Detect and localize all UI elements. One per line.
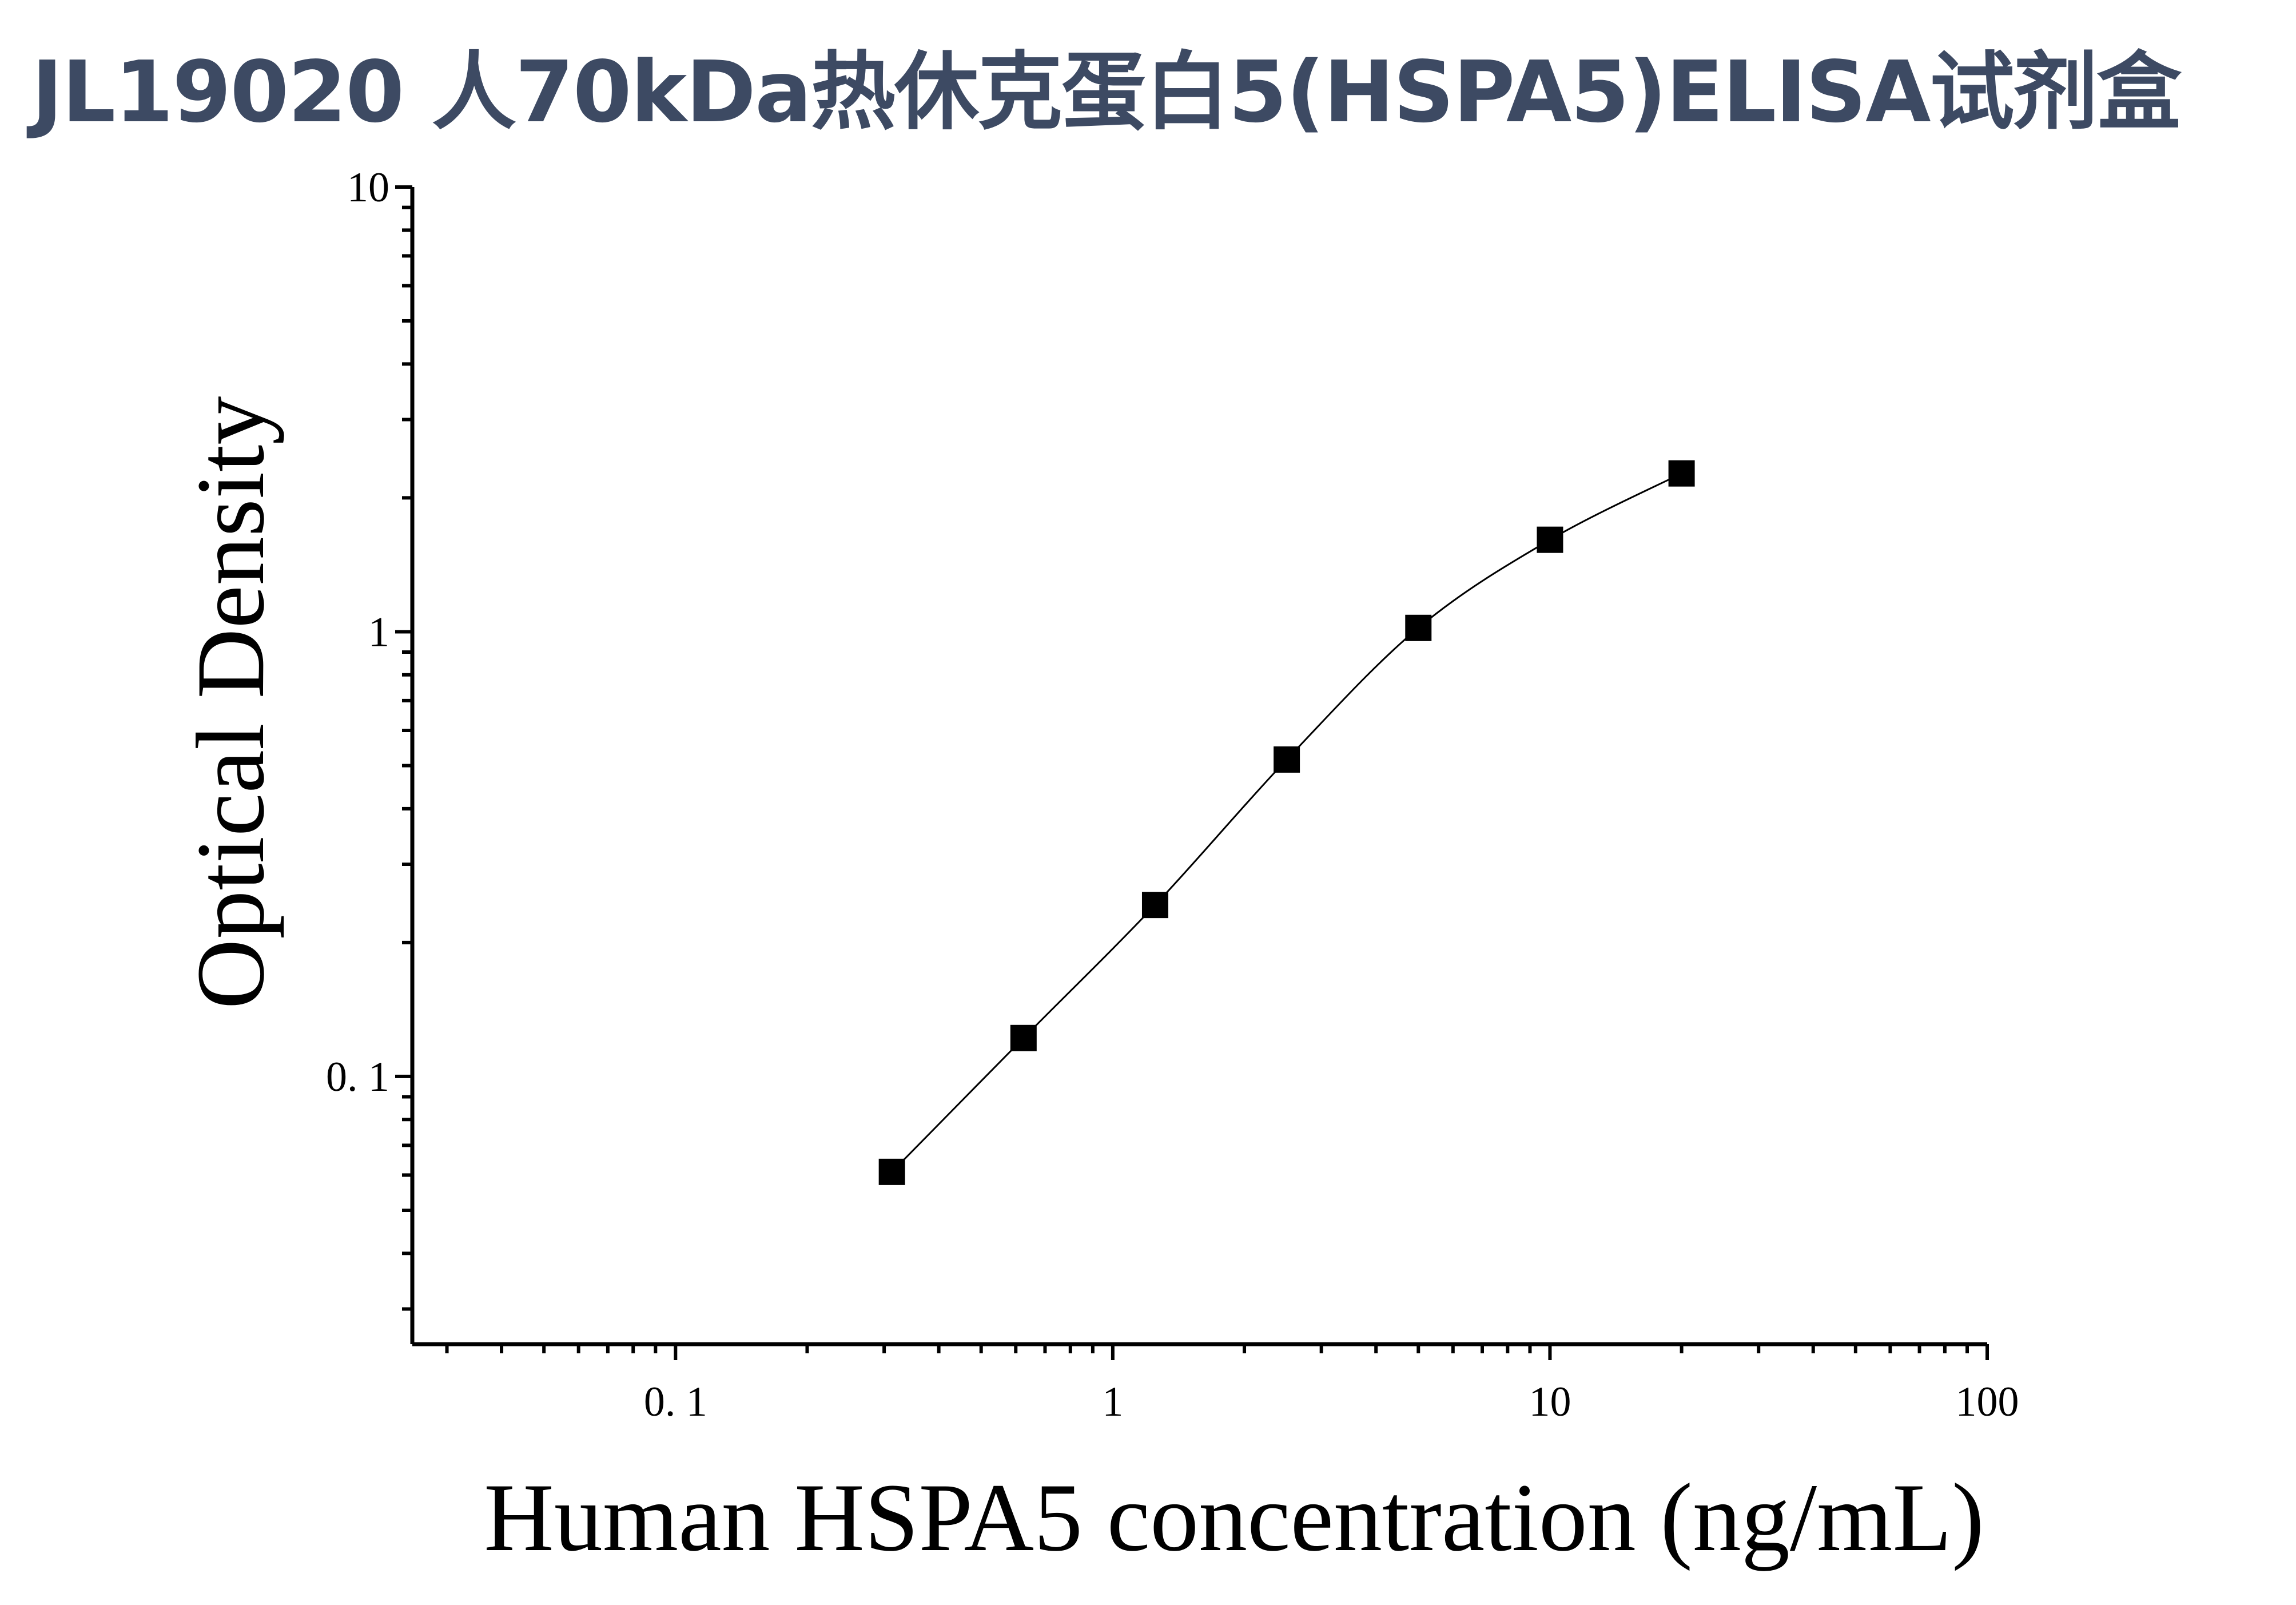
x-axis-label: Human HSPA5 concentration (ng/mL) <box>484 1464 1984 1571</box>
data-point <box>1010 1024 1037 1051</box>
data-point <box>1537 526 1563 553</box>
data-point <box>1141 892 1168 919</box>
x-tick-label: 1 <box>1102 1378 1123 1425</box>
x-tick-label: 10 <box>1529 1378 1571 1425</box>
y-tick-label: 10 <box>347 164 389 211</box>
data-point <box>1274 746 1300 773</box>
x-tick-label: 0. 1 <box>644 1378 707 1425</box>
data-point <box>878 1158 905 1185</box>
y-tick-label: 0. 1 <box>326 1054 389 1101</box>
data-point <box>1405 614 1432 641</box>
y-tick-label: 1 <box>368 609 389 655</box>
x-tick-label: 100 <box>1956 1378 2019 1425</box>
data-point <box>1668 460 1695 487</box>
chart-title: JL19020 人70kDa热休克蛋白5(HSPA5)ELISA试剂盒 <box>31 43 2182 141</box>
y-axis-label: Optical Density <box>177 396 284 1010</box>
fit-curve <box>880 472 1682 1184</box>
